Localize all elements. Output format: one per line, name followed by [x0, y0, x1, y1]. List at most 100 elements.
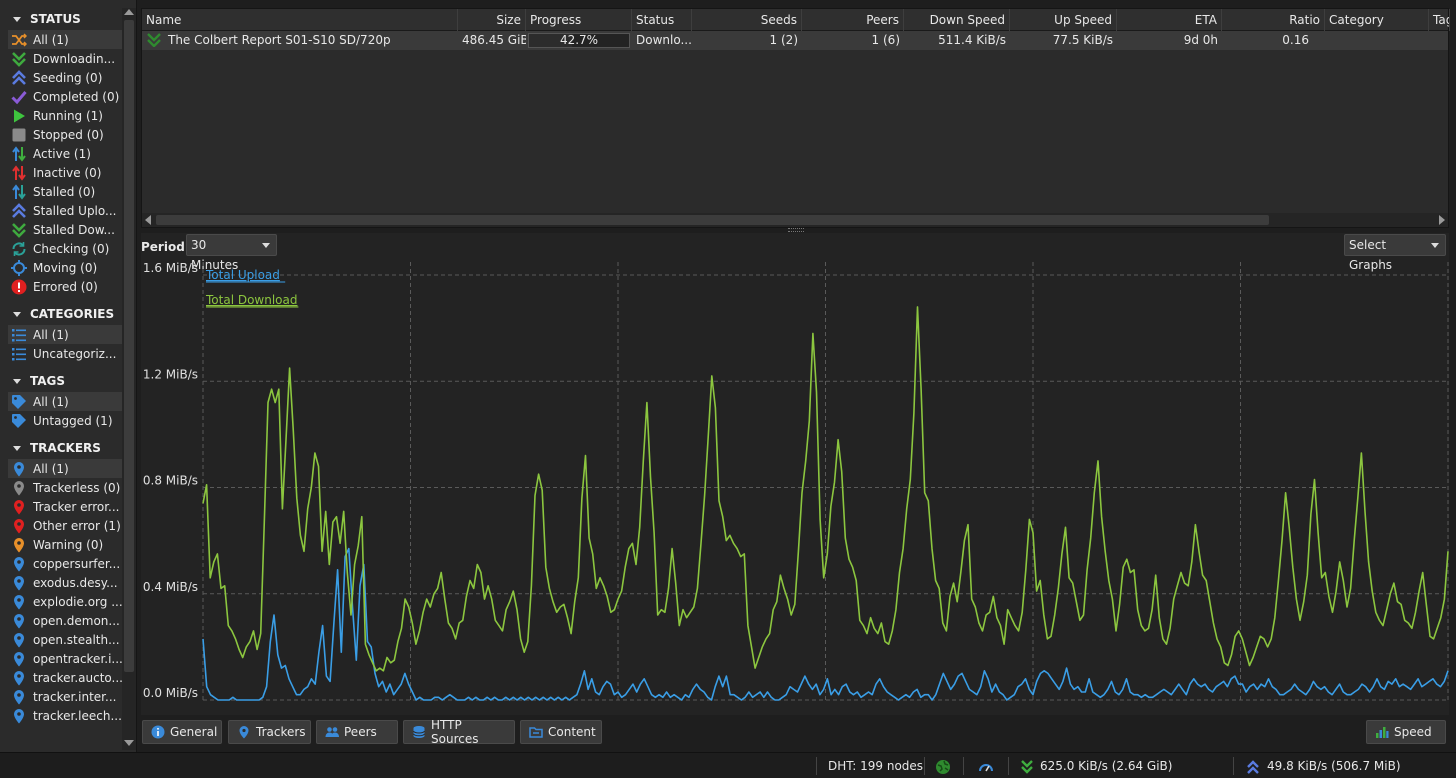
tag-item-0[interactable]: All (1)	[8, 392, 122, 411]
tracker-item-10[interactable]: opentracker.i...	[8, 649, 122, 668]
status-item-2[interactable]: Seeding (0)	[8, 68, 122, 87]
tags-section-header[interactable]: TAGS	[8, 370, 122, 392]
sidebar-scrollbar[interactable]	[122, 8, 136, 750]
tracker-item-11[interactable]: tracker.aucto...	[8, 668, 122, 687]
status-item-6[interactable]: Active (1)	[8, 144, 122, 163]
chevron-down-icon	[1431, 243, 1439, 248]
status-item-10[interactable]: Stalled Dow...	[8, 220, 122, 239]
category-item-0[interactable]: All (1)	[8, 325, 122, 344]
tracker-pin-icon	[11, 518, 27, 534]
select-graphs-button[interactable]: Select Graphs	[1344, 234, 1446, 272]
moving-icon	[11, 259, 27, 276]
list-icon	[11, 346, 27, 362]
bar-chart-icon	[1375, 725, 1389, 739]
tab-general[interactable]: General	[142, 720, 222, 744]
column-header-name[interactable]: Name	[142, 9, 458, 31]
tracker-item-label: Warning (0)	[33, 537, 104, 552]
status-item-0[interactable]: All (1)	[8, 30, 122, 49]
tags-section-title: TAGS	[30, 374, 66, 388]
status-item-label: Stalled (0)	[33, 184, 96, 199]
column-header-category[interactable]: Category	[1325, 9, 1429, 31]
tab-trackers-label: Trackers	[256, 725, 306, 739]
status-item-1[interactable]: Downloadin...	[8, 49, 122, 68]
tracker-item-1[interactable]: Trackerless (0)	[8, 478, 122, 497]
column-header-ratio[interactable]: Ratio	[1222, 9, 1325, 31]
table-scroll-thumb[interactable]	[156, 215, 1269, 225]
sidebar-scroll-thumb[interactable]	[124, 20, 134, 672]
column-header-eta[interactable]: ETA	[1117, 9, 1222, 31]
tracker-item-2[interactable]: Tracker error...	[8, 497, 122, 516]
speed-chart: 0.0 MiB/s 0.4 MiB/s 0.8 MiB/s 1.2 MiB/s 1.6 …	[143, 262, 1449, 701]
tab-peers[interactable]: Peers	[316, 720, 398, 744]
tracker-item-12[interactable]: tracker.inter...	[8, 687, 122, 706]
tracker-item-label: Tracker error...	[33, 499, 120, 514]
tracker-item-label: explodie.org ...	[33, 594, 122, 609]
tab-http-sources[interactable]: HTTP Sources	[403, 718, 515, 746]
column-header-peers[interactable]: Peers	[802, 9, 904, 31]
stop-icon	[11, 127, 27, 143]
tracker-item-0[interactable]: All (1)	[8, 459, 122, 478]
dht-status: DHT: 199 nodes	[828, 759, 924, 773]
column-header-progress[interactable]: Progress	[526, 9, 632, 31]
tab-trackers[interactable]: Trackers	[228, 720, 311, 744]
status-section-header[interactable]: STATUS	[8, 8, 122, 30]
status-item-5[interactable]: Stopped (0)	[8, 125, 122, 144]
scroll-up-arrow-icon[interactable]	[124, 9, 134, 15]
all-icon	[11, 32, 27, 48]
column-header-up-speed[interactable]: Up Speed	[1010, 9, 1117, 31]
trackers-section-header[interactable]: TRACKERS	[8, 437, 122, 459]
tab-content[interactable]: Content	[520, 720, 602, 744]
categories-section-header[interactable]: CATEGORIES	[8, 303, 122, 325]
tracker-item-13[interactable]: tracker.leech...	[8, 706, 122, 725]
tracker-item-6[interactable]: exodus.desy...	[8, 573, 122, 592]
scroll-left-arrow-icon[interactable]	[145, 215, 151, 225]
scroll-right-arrow-icon[interactable]	[1439, 215, 1445, 225]
status-item-12[interactable]: Moving (0)	[8, 258, 122, 277]
series-line-total-upload	[202, 547, 1449, 701]
divider	[816, 757, 817, 775]
scroll-down-arrow-icon[interactable]	[124, 740, 134, 746]
y-tick-label: 0.8 MiB/s	[143, 474, 198, 488]
tracker-item-4[interactable]: Warning (0)	[8, 535, 122, 554]
tracker-item-8[interactable]: open.demon...	[8, 611, 122, 630]
table-row[interactable]: The Colbert Report S01-S10 SD/720p 486.4…	[142, 31, 1448, 50]
period-select[interactable]: 30 Minutes	[186, 234, 277, 272]
status-item-3[interactable]: Completed (0)	[8, 87, 122, 106]
column-header-size[interactable]: Size	[458, 9, 526, 31]
table-horizontal-scrollbar[interactable]	[142, 213, 1448, 227]
status-item-9[interactable]: Stalled Uplo...	[8, 201, 122, 220]
tag-item-1[interactable]: Untagged (1)	[8, 411, 122, 430]
category-item-1[interactable]: Uncategoriz...	[8, 344, 122, 363]
status-item-label: Seeding (0)	[33, 70, 103, 85]
status-item-label: Errored (0)	[33, 279, 98, 294]
categories-section-title: CATEGORIES	[30, 307, 115, 321]
column-header-status[interactable]: Status	[632, 9, 692, 31]
status-item-13[interactable]: Errored (0)	[8, 277, 122, 296]
chart-series	[202, 306, 1449, 701]
legend-entry-total-download[interactable]: Total Download	[205, 293, 298, 307]
column-header-seeds[interactable]: Seeds	[692, 9, 802, 31]
status-item-8[interactable]: Stalled (0)	[8, 182, 122, 201]
tracker-item-7[interactable]: explodie.org ...	[8, 592, 122, 611]
tracker-item-9[interactable]: open.stealth...	[8, 630, 122, 649]
column-header-tags[interactable]: Tag	[1429, 9, 1450, 31]
tracker-item-5[interactable]: coppersurfer...	[8, 554, 122, 573]
tracker-item-label: All (1)	[33, 461, 69, 476]
torrent-status: Downlo...	[636, 33, 692, 47]
pin-icon	[237, 725, 251, 739]
database-icon	[412, 725, 426, 739]
status-item-4[interactable]: Running (1)	[8, 106, 122, 125]
column-header-down-speed[interactable]: Down Speed	[904, 9, 1010, 31]
connection-status-icon[interactable]	[935, 758, 951, 774]
tab-speed-label: Speed	[1394, 725, 1432, 739]
status-item-11[interactable]: Checking (0)	[8, 239, 122, 258]
checking-icon	[11, 241, 27, 257]
status-item-7[interactable]: Inactive (0)	[8, 163, 122, 182]
tab-speed[interactable]: Speed	[1366, 720, 1446, 744]
tracker-item-3[interactable]: Other error (1)	[8, 516, 122, 535]
status-item-label: Running (1)	[33, 108, 103, 123]
legend-entry-total-upload[interactable]: Total Upload	[205, 268, 280, 282]
collapse-icon	[13, 311, 21, 317]
speed-limit-icon[interactable]	[978, 758, 994, 774]
panel-splitter-handle[interactable]	[788, 228, 804, 232]
